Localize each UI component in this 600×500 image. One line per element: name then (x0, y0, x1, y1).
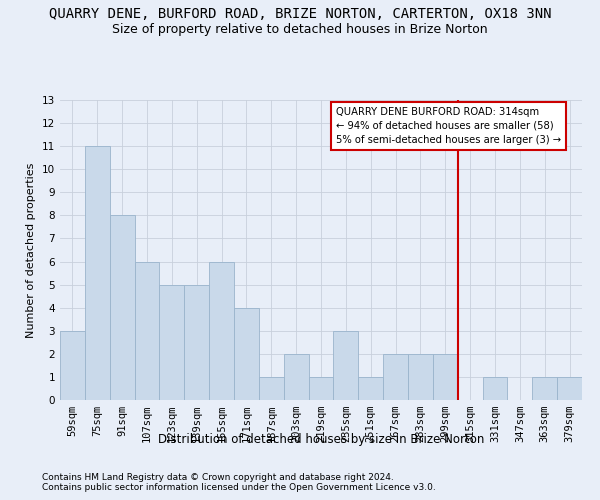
Y-axis label: Number of detached properties: Number of detached properties (26, 162, 37, 338)
Bar (408, 354, 433, 400)
Bar (60, 331, 85, 400)
Bar (284, 354, 308, 400)
Text: Distribution of detached houses by size in Brize Norton: Distribution of detached houses by size … (158, 432, 484, 446)
Bar (557, 377, 582, 400)
Bar (184, 284, 209, 400)
Bar (308, 377, 334, 400)
Bar (110, 216, 134, 400)
Bar (383, 354, 408, 400)
Bar (482, 377, 508, 400)
Bar (234, 308, 259, 400)
Bar (532, 377, 557, 400)
Text: QUARRY DENE BURFORD ROAD: 314sqm
← 94% of detached houses are smaller (58)
5% of: QUARRY DENE BURFORD ROAD: 314sqm ← 94% o… (336, 107, 561, 145)
Bar (134, 262, 160, 400)
Bar (334, 331, 358, 400)
Text: Contains public sector information licensed under the Open Government Licence v3: Contains public sector information licen… (42, 482, 436, 492)
Bar (85, 146, 110, 400)
Bar (259, 377, 284, 400)
Text: QUARRY DENE, BURFORD ROAD, BRIZE NORTON, CARTERTON, OX18 3NN: QUARRY DENE, BURFORD ROAD, BRIZE NORTON,… (49, 8, 551, 22)
Bar (433, 354, 458, 400)
Bar (209, 262, 234, 400)
Text: Contains HM Land Registry data © Crown copyright and database right 2024.: Contains HM Land Registry data © Crown c… (42, 472, 394, 482)
Text: Size of property relative to detached houses in Brize Norton: Size of property relative to detached ho… (112, 22, 488, 36)
Bar (358, 377, 383, 400)
Bar (160, 284, 184, 400)
